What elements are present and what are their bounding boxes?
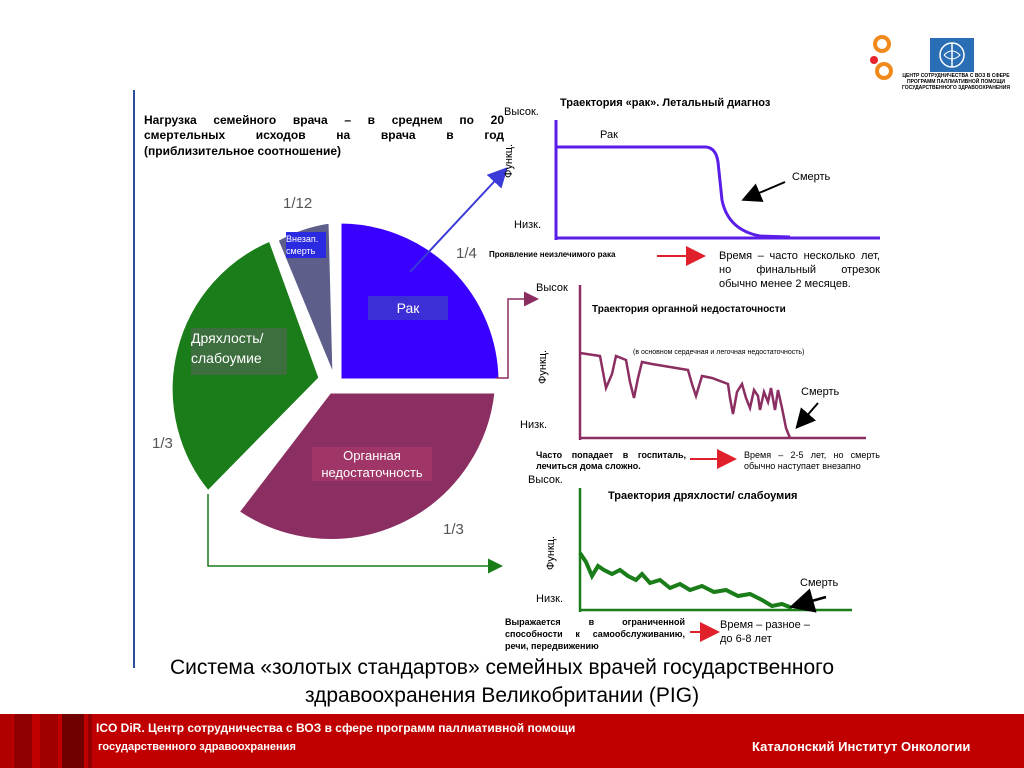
cancer-curve: [556, 145, 791, 239]
connector-organ: [496, 291, 539, 379]
organ-cause-line-2: лечиться дома сложно.: [536, 461, 641, 471]
cancer-curve-label: Рак: [600, 129, 618, 141]
pie-frac-frailty: 1/3: [152, 435, 173, 452]
frailty-time-line-2: до 6-8 лет: [720, 633, 772, 645]
organ-death-arrow: [795, 402, 819, 430]
pie-slice-sudden: [275, 220, 336, 379]
pie-label-sudden-2: смерть: [286, 246, 326, 258]
cancer-title: Траектория «рак». Летальный диагноз: [560, 97, 771, 109]
footer-bar: ICO DiR. Центр сотрудничества с ВОЗ в сф…: [0, 714, 1024, 768]
organ-title: Траектория органной недостаточности: [592, 304, 786, 315]
pie-label-organ-1: Органная: [312, 447, 432, 464]
organ-cause-line-1: Часто попадает в госпиталь,: [536, 450, 686, 460]
intro-line-1: Нагрузка семейного врача – в среднем по …: [144, 113, 504, 127]
who-emblem-icon: [930, 38, 974, 72]
organ-high-label: Высок: [536, 282, 568, 294]
pie-label-frailty-2: слабоумие: [191, 348, 287, 375]
footer-stripe: [62, 714, 84, 768]
cancer-high-label: Высок.: [504, 106, 539, 118]
pie-label-cancer: Рак: [368, 296, 448, 320]
footer-left-line-2: государственного здравоохранения: [98, 741, 296, 753]
cancer-low-label: Низк.: [514, 219, 542, 231]
organ-time-line-2: обычно наступает внезапно: [744, 461, 861, 471]
organ-death-label: Смерть: [801, 386, 840, 398]
organ-ylabel: Функц.: [537, 349, 549, 384]
connector-frailty: [207, 494, 503, 574]
frailty-cause-line-1: Выражается в ограниченной: [505, 617, 685, 627]
who-caption: ЦЕНТР СОТРУДНИЧЕСТВА С ВОЗ В СФЕРЕ ПРОГР…: [902, 73, 1010, 91]
pie-frac-organ: 1/3: [443, 521, 464, 538]
footer-stripe: [0, 714, 12, 768]
cancer-time-line-1: Время – часто несколько лет,: [719, 250, 880, 262]
cancer-time-line-3: обычно менее 2 месяцев.: [719, 278, 851, 290]
frailty-death-label: Смерть: [800, 577, 839, 589]
pie-label-frailty-1: Дряхлость/: [191, 328, 287, 348]
organ-note: (в основном сердечная и легочная недоста…: [633, 349, 805, 356]
cancer-onset-label: Проявление неизлечимого рака: [489, 250, 616, 259]
cancer-death-label: Смерть: [792, 171, 831, 183]
cancer-death-arrow: [741, 181, 786, 202]
intro-line-3: (приблизительное соотношение): [144, 144, 342, 158]
cancer-time-line-2: но финальный отрезок: [719, 264, 880, 276]
footer-left-line-1: ICO DiR. Центр сотрудничества с ВОЗ в сф…: [96, 721, 576, 735]
left-rule: [133, 90, 135, 668]
connector-cancer: [409, 167, 508, 273]
footer-stripe: [40, 714, 58, 768]
organ-curve: [579, 351, 792, 439]
organ-low-label: Низк.: [520, 419, 548, 431]
footer-stripe: [88, 714, 92, 768]
frailty-ylabel: Функц.: [545, 535, 557, 570]
frailty-cause-line-3: речи, передвижению: [505, 641, 599, 651]
frailty-high-label: Высок.: [528, 474, 563, 486]
caption-line-2: здравоохранения Великобритании (PIG): [304, 684, 700, 707]
caption-line-1: Система «золотых стандартов» семейных вр…: [169, 656, 835, 679]
frailty-death-arrow: [789, 588, 827, 613]
frailty-title: Траектория дряхлости/ слабоумия: [608, 490, 798, 502]
intro-line-2: смертельных исходов на врача в год: [144, 128, 504, 142]
pie-frac-sudden: 1/12: [283, 195, 313, 212]
pie-frac-cancer: 1/4: [456, 245, 477, 262]
footer-stripe: [14, 714, 32, 768]
frailty-low-label: Низк.: [536, 593, 564, 605]
pie-label-organ-2: недостаточность: [312, 464, 432, 481]
organ-time-line-1: Время – 2-5 лет, но смерть: [744, 450, 880, 460]
frailty-cause-line-2: способности к самообслуживанию,: [505, 629, 685, 639]
frailty-curve: [578, 551, 793, 610]
orange-circles-logo: [870, 35, 893, 80]
cancer-ylabel: Функц.: [503, 143, 515, 178]
footer-right: Каталонский Институт Онкологии: [752, 739, 971, 754]
frailty-time-line-1: Время – разное –: [720, 619, 810, 631]
pie-label-sudden-1: Внезап.: [286, 232, 326, 246]
